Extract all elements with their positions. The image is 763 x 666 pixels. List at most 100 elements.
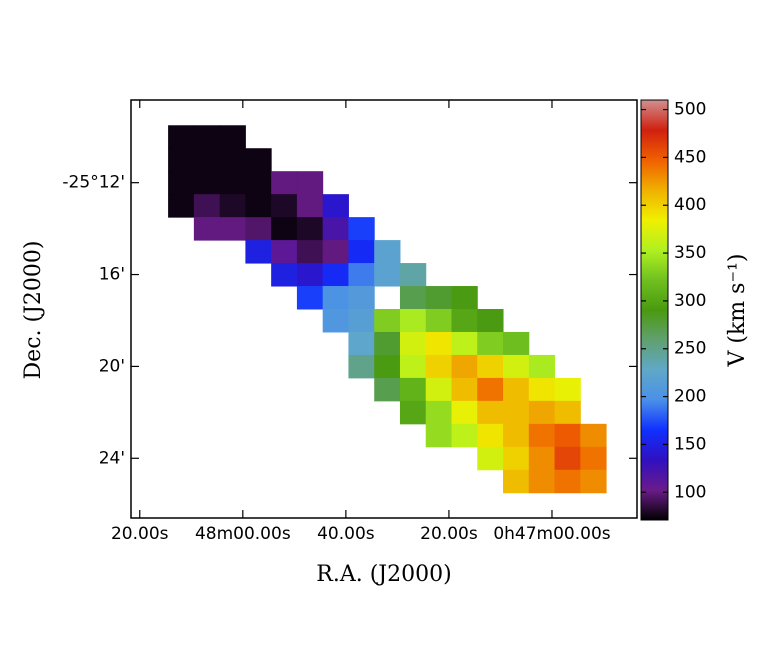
x-tick-label: 0h47m00.00s	[493, 524, 610, 544]
cell	[399, 331, 427, 356]
cell	[271, 263, 298, 287]
cell	[477, 331, 504, 356]
cell	[245, 194, 272, 218]
cell	[322, 263, 349, 287]
cell	[451, 354, 478, 379]
cell	[399, 286, 427, 310]
colorbar-tick-label: 250	[674, 339, 706, 359]
colorbar-tick-label: 100	[674, 482, 706, 502]
cell	[503, 377, 530, 402]
y-tick-label: 16'	[99, 265, 125, 285]
cell	[271, 240, 298, 264]
cell	[554, 400, 581, 425]
cell	[193, 148, 221, 172]
y-tick-label: 24'	[99, 448, 125, 468]
cell	[219, 125, 246, 149]
cell	[528, 377, 556, 402]
cell	[374, 377, 401, 402]
cell	[580, 423, 607, 448]
cell	[168, 148, 195, 172]
cell	[322, 240, 349, 264]
cell	[245, 240, 272, 264]
x-axis-label: R.A. (J2000)	[316, 562, 451, 587]
cell	[528, 446, 556, 471]
cell	[477, 400, 504, 425]
cell	[374, 240, 401, 264]
cell	[503, 423, 530, 448]
cell	[399, 354, 427, 379]
cell	[503, 446, 530, 471]
cell	[322, 194, 349, 218]
cell	[348, 263, 375, 287]
cell	[425, 377, 453, 402]
colorbar-tick-label: 450	[674, 147, 706, 167]
y-tick-label: -25°12'	[62, 173, 125, 193]
cell	[451, 377, 478, 402]
cell	[554, 423, 581, 448]
cell	[425, 286, 453, 310]
colorbar-tick-label: 300	[674, 291, 706, 311]
cell	[451, 400, 478, 425]
cell	[374, 354, 401, 379]
cell	[322, 217, 349, 241]
cell	[580, 446, 607, 471]
cell	[425, 423, 453, 448]
cell	[425, 354, 453, 379]
cell	[193, 194, 221, 218]
cell	[193, 217, 221, 241]
cell	[528, 423, 556, 448]
x-tick-label: 20.00s	[420, 524, 478, 544]
y-axis-label: Dec. (J2000)	[21, 241, 46, 380]
cell	[451, 309, 478, 333]
cell	[168, 171, 195, 195]
x-tick-label: 20.00s	[111, 524, 169, 544]
cell	[322, 286, 349, 310]
cell	[503, 354, 530, 379]
cell	[399, 263, 427, 287]
cell	[528, 354, 556, 379]
cell	[245, 217, 272, 241]
cell	[477, 446, 504, 471]
cell	[451, 331, 478, 356]
cell	[296, 240, 324, 264]
cell	[528, 469, 556, 494]
cell	[296, 217, 324, 241]
map	[168, 125, 607, 494]
cell	[271, 171, 298, 195]
cell	[580, 469, 607, 494]
y-tick-label: 20'	[99, 356, 125, 376]
cell	[296, 286, 324, 310]
colorbar-tick-label: 400	[674, 195, 706, 215]
cell	[193, 125, 221, 149]
cell	[451, 423, 478, 448]
cell	[425, 400, 453, 425]
cell	[477, 309, 504, 333]
cell	[477, 377, 504, 402]
colorbar-tick-label: 500	[674, 100, 706, 120]
cell	[219, 194, 246, 218]
cell	[245, 148, 272, 172]
colorbar-tick-label: 200	[674, 387, 706, 407]
cell	[503, 400, 530, 425]
cell	[374, 263, 401, 287]
cell	[168, 125, 195, 149]
plot-frame	[130, 99, 638, 519]
colorbar-label: V (km s⁻¹)	[725, 254, 750, 368]
cell	[245, 171, 272, 195]
colorbar-tick-label: 150	[674, 434, 706, 454]
cell	[219, 171, 246, 195]
cell	[322, 309, 349, 333]
cell	[374, 309, 401, 333]
cell	[399, 377, 427, 402]
cell	[425, 331, 453, 356]
cell	[271, 194, 298, 218]
cell	[374, 331, 401, 356]
colorbar	[640, 99, 669, 521]
x-tick-label: 48m00.00s	[195, 524, 291, 544]
cell	[425, 309, 453, 333]
cell	[271, 217, 298, 241]
colorbar-tick-label: 350	[674, 243, 706, 263]
cell	[348, 354, 375, 379]
cell	[399, 400, 427, 425]
